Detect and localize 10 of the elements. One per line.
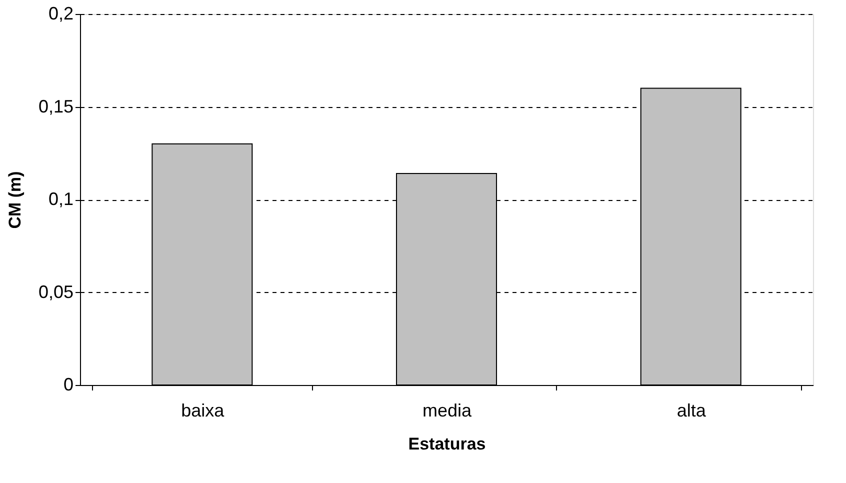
y-tick-label: 0,2: [48, 4, 74, 24]
y-axis-title: CM (m): [5, 171, 24, 229]
y-tick-label: 0,05: [38, 282, 74, 302]
y-tick-label: 0,1: [48, 189, 74, 209]
y-tick-label: 0,15: [38, 96, 74, 116]
x-tick-label: baixa: [181, 400, 226, 420]
x-tick-label: media: [422, 400, 472, 420]
y-tick-label: 0: [63, 374, 74, 394]
x-axis-title: Estaturas: [408, 434, 486, 454]
x-tick-label: alta: [676, 400, 707, 420]
